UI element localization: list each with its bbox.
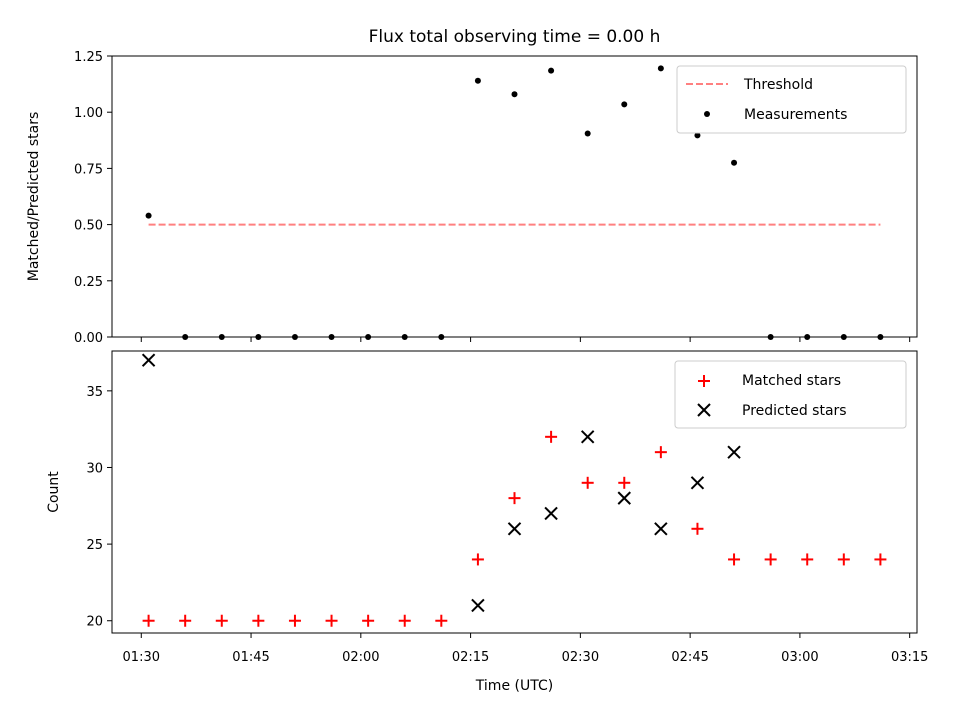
bottom-y-axis-label: Count (46, 471, 62, 513)
matched-star-point (288, 614, 301, 627)
matched-star-point (801, 553, 814, 566)
measurement-point (255, 334, 262, 340)
measurement-point (438, 334, 445, 340)
top-subplot: 0.00 0.25 0.50 0.75 1.00 1.25 Matched/Predict… (26, 50, 918, 346)
measurement-point (511, 91, 518, 98)
matched-star-point (764, 553, 777, 566)
matched-star-point (874, 553, 887, 566)
top-legend-frame (676, 65, 907, 134)
x-tick-label: 01:45 (232, 650, 269, 665)
bottom-y-axis: 20 25 30 35 (86, 385, 112, 630)
top-x-axis (140, 337, 911, 342)
matched-star-point (581, 476, 594, 489)
predicted-star-point (141, 353, 156, 367)
x-tick-label: 01:30 (123, 650, 160, 665)
measurement-point (877, 334, 884, 340)
x-tick-label: 02:45 (671, 650, 708, 665)
measurement-point (145, 212, 152, 219)
predicted-star-point (690, 476, 705, 490)
matched-star-point (471, 553, 484, 566)
matched-star-point (362, 614, 375, 627)
measurement-point (840, 334, 847, 340)
measurement-point (182, 334, 189, 340)
matched-star-point (728, 553, 741, 566)
legend-measurements-label: Measurements (744, 107, 847, 123)
measurement-point (804, 334, 811, 340)
measurement-point (548, 67, 555, 74)
top-plot-area (145, 65, 884, 340)
bottom-x-axis: 01:30 01:45 02:00 02:15 02:30 02:45 03:00 03:15 (123, 633, 928, 665)
matched-star-point (545, 430, 558, 443)
measurement-point (694, 132, 701, 139)
top-y-tick-label: 1.25 (74, 50, 103, 65)
bottom-y-tick-label: 20 (86, 615, 103, 630)
x-tick-label: 02:15 (452, 650, 489, 665)
matched-star-point (691, 522, 704, 535)
top-legend: Threshold Measurements (676, 65, 907, 134)
x-tick-label: 03:15 (891, 650, 928, 665)
x-tick-label: 02:00 (342, 650, 379, 665)
top-y-tick-label: 1.00 (74, 106, 103, 121)
matched-star-point (654, 446, 667, 459)
predicted-star-point (617, 491, 631, 505)
matched-star-point (508, 492, 521, 505)
predicted-star-point (544, 506, 558, 521)
measurement-point (291, 334, 298, 340)
legend-matched-label: Matched stars (742, 373, 841, 389)
matched-star-point (215, 614, 228, 627)
x-tick-label: 02:30 (562, 650, 599, 665)
legend-predicted-label: Predicted stars (742, 403, 847, 419)
x-axis-label: Time (UTC) (475, 678, 553, 694)
top-y-tick-label: 0.75 (74, 162, 103, 177)
matched-star-point (252, 614, 265, 627)
measurement-point (767, 334, 774, 340)
matched-star-point (837, 553, 850, 566)
measurement-point (401, 334, 408, 340)
matched-star-point (618, 476, 631, 489)
matched-star-point (179, 614, 192, 627)
predicted-star-point (654, 522, 668, 536)
bottom-y-tick-label: 30 (86, 461, 103, 476)
top-y-tick-label: 0.00 (74, 331, 103, 346)
measurement-point (657, 65, 664, 72)
x-tick-label: 03:00 (781, 650, 818, 665)
matched-star-point (142, 614, 155, 627)
measurement-point (474, 77, 481, 84)
predicted-star-point (727, 445, 741, 459)
top-y-axis: 0.00 0.25 0.50 0.75 1.00 1.25 (74, 50, 112, 346)
measurement-point (328, 334, 335, 340)
bottom-legend: Matched stars Predicted stars (674, 360, 907, 429)
legend-measurements-swatch (704, 111, 710, 117)
legend-matched-swatch (698, 375, 710, 387)
bottom-y-tick-label: 35 (86, 385, 103, 400)
measurement-point (218, 334, 225, 340)
top-y-axis-label: Matched/Predicted stars (26, 112, 42, 282)
measurement-point (365, 334, 372, 340)
predicted-star-point (471, 598, 485, 613)
legend-threshold-label: Threshold (743, 77, 813, 93)
legend-predicted-swatch (697, 403, 711, 417)
measurement-point (621, 101, 628, 108)
measurement-point (731, 159, 738, 166)
bottom-y-tick-label: 25 (86, 538, 103, 553)
chart-title: Flux total observing time = 0.00 h (369, 27, 661, 47)
predicted-star-point (580, 430, 595, 444)
measurement-point (584, 130, 591, 137)
matched-star-point (325, 614, 338, 627)
bottom-legend-frame (674, 360, 907, 429)
predicted-star-point (507, 522, 522, 536)
matched-star-point (435, 614, 448, 627)
bottom-plot-area (141, 353, 887, 627)
top-y-tick-label: 0.50 (74, 219, 103, 234)
top-y-tick-label: 0.25 (74, 275, 103, 290)
matched-star-point (398, 614, 411, 627)
